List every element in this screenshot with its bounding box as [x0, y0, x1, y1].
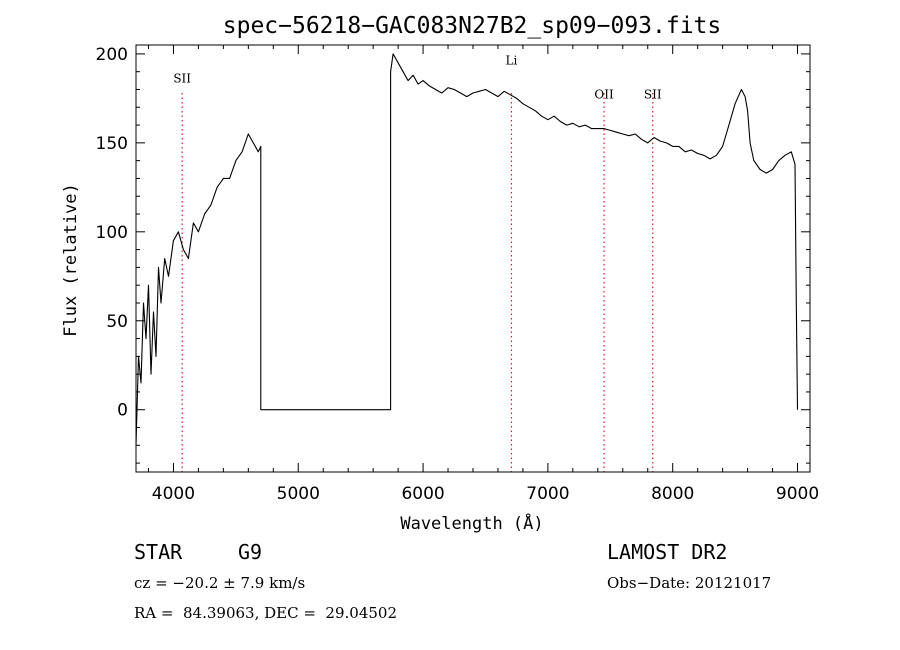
plot-axes: 4000 5000 6000 7000 8000 9000 0 50 100 150 200	[96, 44, 819, 504]
y-tick-label: 50	[106, 312, 128, 332]
y-tick-label: 0	[117, 401, 128, 421]
x-tick-label: 9000	[776, 484, 819, 504]
observation-date: Obs−Date: 20121017	[607, 574, 772, 592]
spectral-line-markers: SII Li OII SII	[173, 54, 662, 472]
y-tick-label: 100	[96, 223, 128, 243]
spectrum-series	[135, 53, 799, 446]
object-type: STAR	[134, 540, 183, 564]
y-tick-label: 150	[96, 134, 128, 154]
spectrum-line	[135, 53, 799, 446]
spectral-line-label: Li	[506, 54, 518, 68]
sky-coordinates: RA = 84.39063, DEC = 29.04502	[134, 604, 398, 622]
chart-title: spec−56218−GAC083N27B2_sp09−093.fits	[223, 13, 722, 39]
spectral-line-label: SII	[644, 87, 662, 101]
x-axis-label: Wavelength (Å)	[400, 512, 543, 534]
x-tick-label: 6000	[401, 484, 444, 504]
x-tick-label: 8000	[651, 484, 694, 504]
x-tick-label: 4000	[152, 484, 195, 504]
y-tick-label: 200	[96, 45, 128, 65]
spectral-subclass: G9	[238, 540, 263, 564]
x-tick-label: 7000	[526, 484, 569, 504]
spectral-line-label: SII	[173, 71, 191, 85]
plot-frame	[135, 44, 811, 473]
y-axis-label: Flux (relative)	[61, 183, 81, 337]
spectral-line-label: OII	[594, 87, 614, 101]
x-tick-label: 5000	[277, 484, 320, 504]
survey-name: LAMOST DR2	[607, 540, 728, 564]
redshift-velocity: cz = −20.2 ± 7.9 km/s	[134, 574, 306, 592]
